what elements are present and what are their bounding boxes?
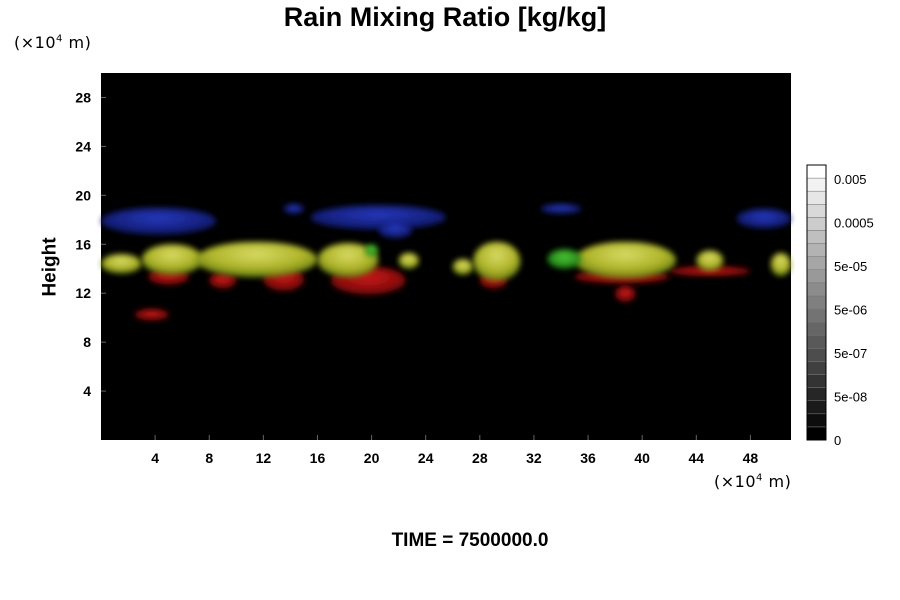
rain-feature-yellow xyxy=(101,254,142,274)
colorbar-segment xyxy=(806,361,827,375)
y-tick-label: 12 xyxy=(75,285,91,301)
rain-feature-red xyxy=(134,309,169,321)
rain-feature-yellow xyxy=(317,243,379,278)
colorbar-segment xyxy=(806,190,827,205)
colorbar-tick-label: 5e-08 xyxy=(834,390,867,405)
x-unit-exponent: 4 xyxy=(756,472,763,484)
y-tick-label: 4 xyxy=(83,383,91,399)
colorbar-segment xyxy=(806,177,827,192)
y-tick-label: 24 xyxy=(75,138,91,154)
rain-feature-blue xyxy=(540,203,582,214)
colorbar-segment xyxy=(806,334,827,349)
rain-feature-yellow xyxy=(398,252,419,269)
colorbar-segment xyxy=(806,204,827,218)
x-axis-unit: (×104 m) xyxy=(714,472,791,491)
rain-feature-yellow xyxy=(473,241,521,281)
colorbar-segment xyxy=(806,256,827,271)
x-axis-ticks: 4 8 12 16 20 24 28 32 36 40 44 48 xyxy=(151,435,758,466)
y-axis-ticks: 4 8 12 16 20 24 28 xyxy=(75,89,106,399)
colorbar-segment xyxy=(806,413,827,428)
colorbar-segment xyxy=(806,282,827,297)
x-tick-label: 44 xyxy=(689,450,705,466)
rain-feature-red xyxy=(615,285,636,302)
x-unit-suffix: m) xyxy=(762,472,792,491)
colorbar-tick-label: 0.005 xyxy=(834,172,867,187)
x-tick-label: 24 xyxy=(418,450,434,466)
y-tick-label: 8 xyxy=(83,334,91,350)
x-tick-label: 28 xyxy=(472,450,488,466)
colorbar-segment xyxy=(806,269,827,284)
rain-feature-yellow xyxy=(574,241,676,279)
colorbar-segment xyxy=(806,348,827,362)
x-tick-label: 8 xyxy=(205,450,213,466)
rain-features xyxy=(101,203,792,321)
rain-feature-yellow xyxy=(141,244,203,275)
colorbar-segment xyxy=(806,426,827,441)
x-tick-label: 32 xyxy=(526,450,542,466)
y-unit-prefix: (×10 xyxy=(14,33,57,52)
x-tick-label: 20 xyxy=(364,450,380,466)
colorbar-tick-label: 0.0005 xyxy=(834,216,874,231)
colorbar-segment xyxy=(806,243,827,257)
rain-feature-green xyxy=(364,244,379,257)
colorbar-segment xyxy=(806,295,827,310)
x-tick-label: 36 xyxy=(580,450,596,466)
x-tick-label: 48 xyxy=(743,450,759,466)
time-value: 7500000.0 xyxy=(458,530,549,551)
colorbar-border xyxy=(806,164,827,441)
x-tick-label: 16 xyxy=(310,450,326,466)
x-tick-label: 12 xyxy=(256,450,272,466)
colorbar-segment xyxy=(806,217,827,231)
rain-feature-green xyxy=(547,249,582,269)
colorbar-segment xyxy=(806,400,827,415)
colorbar-segment xyxy=(806,308,827,323)
rain-feature-blue xyxy=(378,222,413,239)
y-tick-label: 20 xyxy=(75,187,91,203)
colorbar: 0.005 0.0005 5e-05 5e-06 5e-07 5e-08 0 xyxy=(806,164,874,448)
y-axis-unit: (×104 m) xyxy=(14,33,91,52)
colorbar-tick-label: 5e-07 xyxy=(834,346,867,361)
rain-feature-red xyxy=(209,272,237,289)
rain-feature-yellow xyxy=(696,250,724,272)
colorbar-tick-label: 5e-05 xyxy=(834,259,867,274)
rain-feature-blue xyxy=(101,207,216,235)
colorbar-tick-label: 0 xyxy=(834,433,841,448)
rain-feature-yellow xyxy=(452,258,474,275)
rain-feature-blue xyxy=(310,205,446,230)
colorbar-segment xyxy=(806,164,827,179)
colorbar-segment xyxy=(806,374,827,388)
time-label: TIME = xyxy=(391,530,459,551)
x-tick-label: 4 xyxy=(151,450,159,466)
colorbar-segment xyxy=(806,321,827,336)
rain-feature-yellow xyxy=(770,252,792,277)
chart-title: Rain Mixing Ratio [kg/kg] xyxy=(283,2,607,32)
time-readout: TIME = 7500000.0 xyxy=(0,530,900,552)
colorbar-segment xyxy=(806,230,827,244)
rain-feature-yellow xyxy=(195,241,318,278)
rain-feature-blue xyxy=(283,203,304,214)
x-unit-prefix: (×10 xyxy=(714,472,757,491)
y-tick-label: 28 xyxy=(75,89,91,105)
y-unit-suffix: m) xyxy=(62,33,92,52)
y-unit-exponent: 4 xyxy=(56,33,63,45)
rain-feature-blue xyxy=(736,208,791,229)
colorbar-tick-label: 5e-06 xyxy=(834,303,867,318)
y-tick-label: 16 xyxy=(75,236,91,252)
colorbar-segment xyxy=(806,387,827,401)
x-tick-label: 40 xyxy=(634,450,650,466)
